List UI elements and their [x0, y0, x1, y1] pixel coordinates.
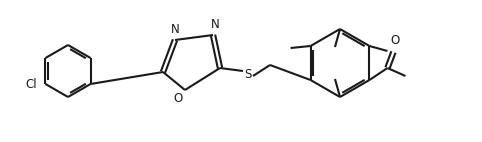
Text: O: O [174, 92, 183, 105]
Text: O: O [391, 34, 400, 47]
Text: Cl: Cl [26, 78, 38, 90]
Text: N: N [211, 18, 219, 31]
Text: N: N [171, 23, 179, 36]
Text: S: S [244, 67, 252, 81]
